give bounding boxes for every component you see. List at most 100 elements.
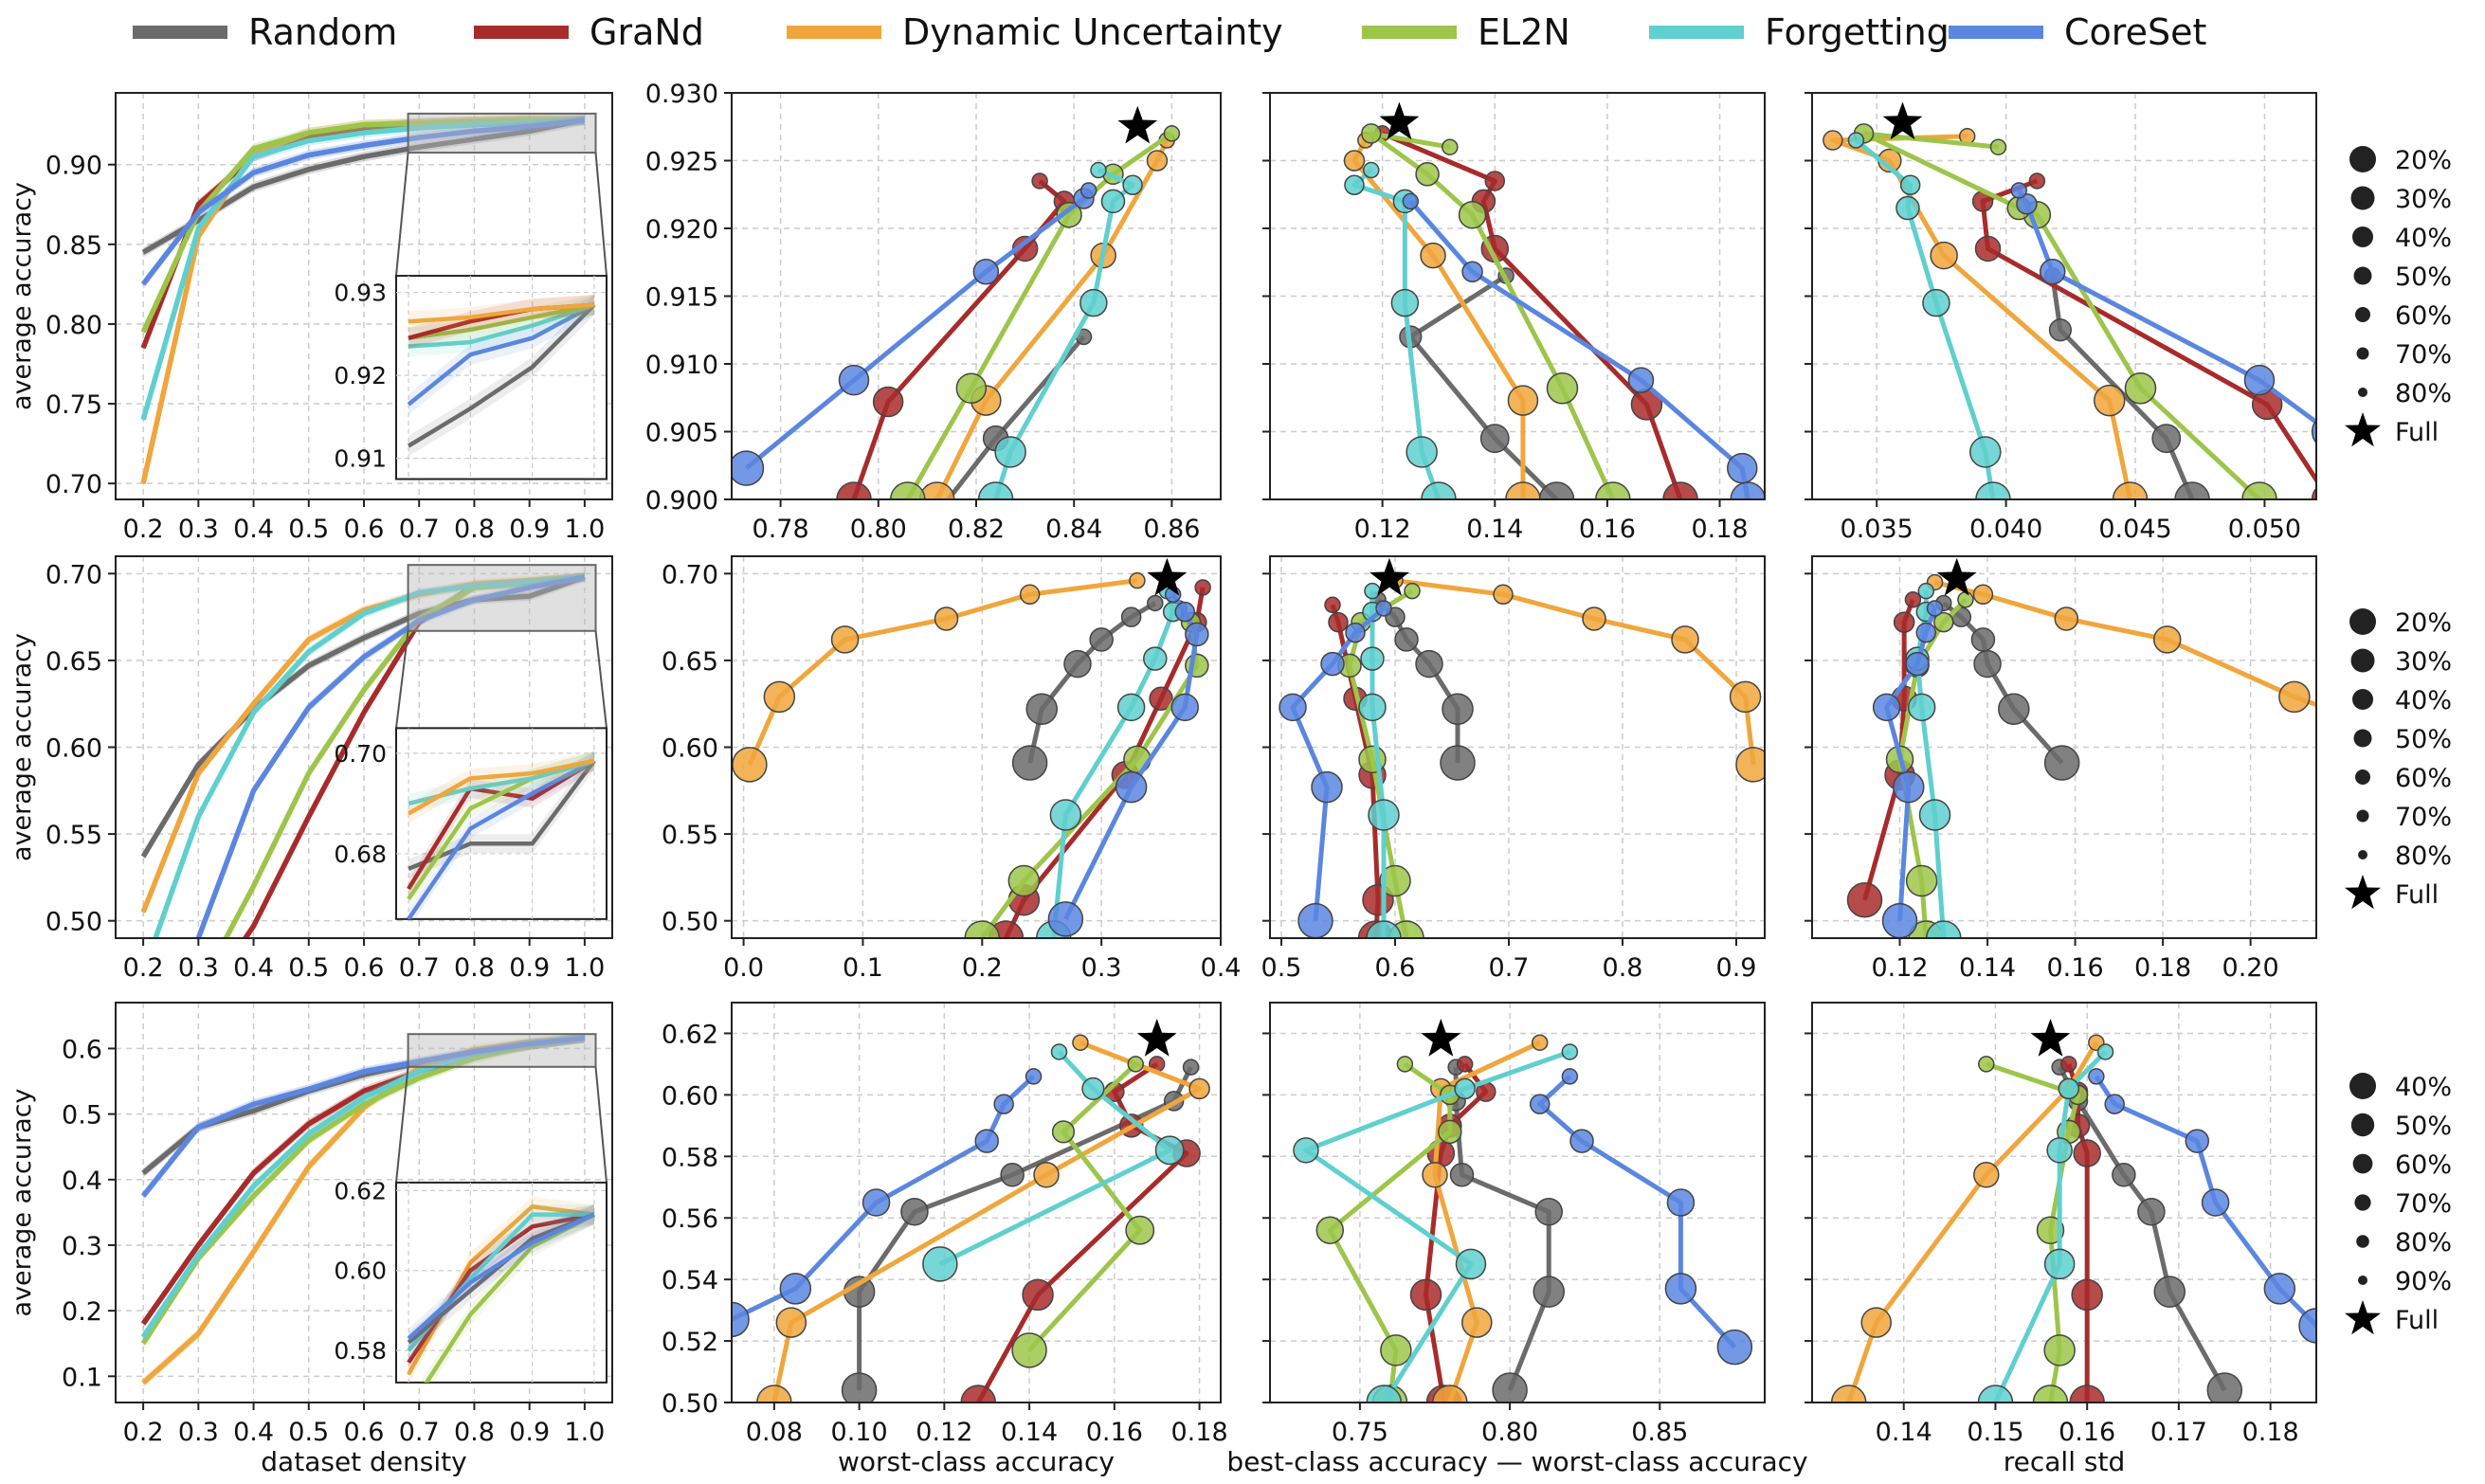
size-label: 50% — [2395, 262, 2452, 292]
size-legend-star — [2345, 875, 2381, 910]
panel-r2c1-ytick-label: 0.50 — [662, 1389, 718, 1419]
panel-r1c1: 0.0 0.1 0.2 0.3 0.4 0.50 0.55 0.60 0.65 0.70 — [662, 555, 1241, 983]
point-dynamic-uncertainty — [2321, 696, 2355, 730]
panel-r1c0-ytick-label: 0.55 — [45, 821, 102, 850]
size-label: 70% — [2395, 340, 2452, 370]
panel-r1c0-xtick-label: 0.3 — [178, 953, 219, 983]
series-line-grand — [1381, 131, 1683, 499]
panel-r0c0-xtick-label: 0.8 — [454, 515, 495, 544]
full-data-star — [1147, 557, 1188, 596]
point-coreset — [2185, 1129, 2210, 1153]
point-forgetting — [1143, 646, 1168, 671]
panel-r2c0-xtick-label: 0.7 — [399, 1418, 440, 1447]
full-data-star — [1117, 105, 1158, 144]
point-grand — [1974, 235, 2002, 262]
point-grand — [872, 386, 904, 418]
size-marker — [2356, 809, 2369, 823]
point-random — [1182, 1059, 1200, 1076]
point-forgetting — [1907, 693, 1936, 722]
panel-r2c0-xtick-label: 0.2 — [123, 1418, 164, 1447]
panel-r2c1-ytick-label: 0.54 — [662, 1266, 718, 1295]
point-grand — [1409, 1278, 1442, 1312]
inset-ytick-label: 0.58 — [334, 1337, 387, 1365]
point-dynamic-uncertainty — [1072, 1034, 1089, 1051]
point-el2n — [1051, 1120, 1076, 1144]
inset-ytick-label: 0.93 — [334, 280, 387, 307]
point-el2n — [1125, 1215, 1155, 1245]
point-forgetting — [1895, 195, 1920, 221]
point-forgetting — [1100, 189, 1126, 214]
panel-r1c1-ytick-label: 0.65 — [662, 647, 718, 677]
size-label: 30% — [2395, 185, 2452, 214]
point-coreset — [1666, 1188, 1696, 1217]
point-forgetting — [1969, 436, 2002, 468]
line-el2n — [140, 1035, 586, 1346]
point-coreset — [1727, 452, 1758, 484]
panel-r0c1-ytick-label: 0.900 — [645, 486, 718, 516]
panel-r2c1: 0.08 0.10 0.12 0.14 0.16 0.18 0.50 0.52 0.54 0.56… — [662, 1002, 1228, 1477]
point-coreset — [974, 1129, 999, 1153]
full-data-star — [1882, 101, 1923, 140]
point-dynamic-uncertainty — [1823, 130, 1843, 151]
plot-area-r0c3 — [1823, 123, 2316, 499]
series-line-coreset — [1408, 199, 1750, 499]
point-dynamic-uncertainty — [2093, 384, 2126, 417]
point-dynamic-uncertainty — [1735, 747, 1765, 783]
point-forgetting — [1344, 174, 1365, 195]
panel-r2c1-ytick-label: 0.62 — [662, 1020, 718, 1049]
point-random — [1479, 424, 1510, 454]
panel-r1c2: 0.5 0.6 0.7 0.8 0.9 — [1261, 555, 1766, 983]
inset-ytick-label: 0.68 — [334, 841, 387, 868]
point-el2n — [1978, 1056, 1995, 1073]
point-random — [1534, 1197, 1563, 1226]
point-dynamic-uncertainty — [830, 625, 860, 654]
point-coreset — [972, 259, 1000, 285]
point-forgetting — [1050, 1043, 1068, 1060]
point-coreset — [862, 1188, 891, 1217]
point-dynamic-uncertainty — [1019, 584, 1041, 606]
panel-r0c1-xtick-label: 0.78 — [753, 515, 809, 544]
point-forgetting — [1455, 1248, 1487, 1280]
plot-area-r2c0 — [140, 1033, 586, 1388]
panel-r2c1-ytick-label: 0.60 — [662, 1081, 718, 1111]
point-forgetting — [1918, 799, 1951, 831]
point-dynamic-uncertainty — [1531, 1034, 1549, 1051]
point-coreset — [838, 364, 870, 396]
point-coreset — [1872, 693, 1901, 722]
axes-frame-r1c0 — [115, 555, 613, 939]
point-dynamic-uncertainty — [763, 680, 796, 714]
size-label: 80% — [2395, 842, 2452, 871]
size-label: 60% — [2395, 764, 2452, 793]
size-label: 50% — [2395, 1112, 2452, 1141]
size-label: 70% — [2395, 1189, 2452, 1219]
point-el2n — [890, 481, 926, 499]
panel-r2c0-ytick-label: 0.1 — [62, 1363, 102, 1392]
plot-area-r1c2 — [1279, 571, 1765, 938]
point-el2n — [1957, 591, 1974, 608]
point-grand — [1846, 881, 1883, 918]
band-random — [143, 1033, 585, 1178]
panel-r2c0-xtick-label: 0.3 — [178, 1418, 219, 1447]
point-coreset — [1297, 902, 1333, 938]
point-dynamic-uncertainty — [918, 481, 955, 499]
legend-label-forgetting: Forgetting — [1765, 11, 1950, 53]
point-forgetting — [1366, 920, 1402, 938]
point-el2n — [1595, 481, 1631, 499]
point-forgetting — [1360, 646, 1385, 671]
point-coreset — [1569, 1129, 1594, 1153]
zoom-region-r2c0 — [407, 1033, 597, 1068]
zoom-connector — [395, 1066, 409, 1184]
panel-r0c2-xtick-label: 0.12 — [1354, 515, 1411, 544]
panel-r1c0-xtick-label: 0.2 — [123, 953, 164, 983]
point-dynamic-uncertainty — [1420, 242, 1446, 269]
size-marker — [2350, 648, 2375, 673]
size-label: 20% — [2395, 608, 2452, 638]
point-dynamic-uncertainty — [756, 1384, 792, 1403]
panel-r1c1-xtick-label: 0.2 — [962, 953, 1003, 983]
point-grand — [1484, 171, 1506, 191]
legend-label-random: Random — [248, 11, 397, 53]
plot-area-r0c0 — [140, 115, 586, 489]
point-random — [2137, 1197, 2166, 1226]
line-forgetting — [140, 117, 586, 421]
